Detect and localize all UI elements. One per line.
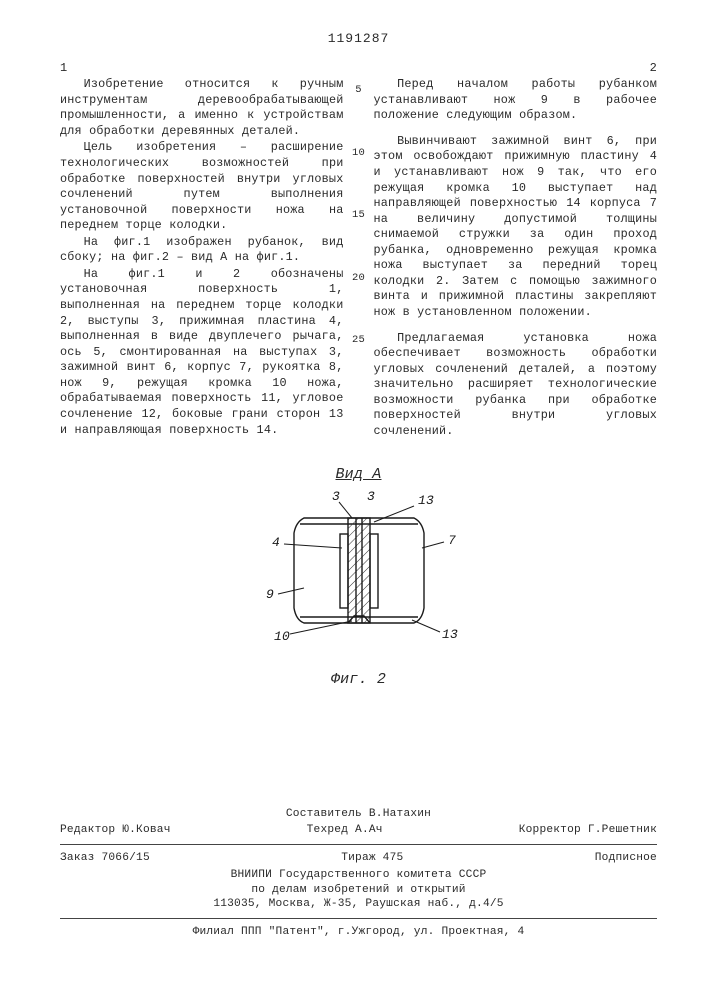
figure-svg: 3 13 4 7 9 10 3 13 <box>244 488 474 658</box>
editor: Редактор Ю.Ковач <box>60 823 171 838</box>
address-line: 113035, Москва, Ж-35, Раушская наб., д.4… <box>60 897 657 912</box>
text-columns: 1 2 5 10 15 20 25 Изобретение относится … <box>60 63 657 440</box>
paragraph: Изобретение относится к ручным инструмен… <box>60 77 344 139</box>
subscription: Подписное <box>595 851 657 866</box>
compiler-name: В.Натахин <box>369 808 431 820</box>
paragraph: Предлагаемая установка ножа обеспечивает… <box>374 331 658 440</box>
line-number: 25 <box>352 335 365 346</box>
divider <box>60 844 657 845</box>
callout-13: 13 <box>418 493 434 508</box>
line-number: 20 <box>352 273 365 284</box>
corrector: Корректор Г.Решетник <box>519 823 657 838</box>
column-numbers: 1 2 <box>60 61 657 77</box>
org-line-1: ВНИИПИ Государственного комитета СССР <box>60 868 657 883</box>
line-number: 10 <box>352 148 365 159</box>
paragraph: Цель изобретения – расширение технологич… <box>60 140 344 233</box>
callout-3: 3 <box>332 489 340 504</box>
tirazh: Тираж 475 <box>341 851 403 866</box>
figure-area: Вид А <box>60 465 657 690</box>
callout-7: 7 <box>448 533 456 548</box>
line-number-column: 5 10 15 20 25 <box>352 85 365 398</box>
techred: Техред А.Ач <box>307 823 383 838</box>
page: 1191287 1 2 5 10 15 20 25 Изобретение от… <box>0 0 707 1000</box>
paragraph: На фиг.1 и 2 обозначены установочная пов… <box>60 267 344 438</box>
paragraph: Вывинчивают зажимной винт 6, при этом ос… <box>374 134 658 321</box>
col-num-left: 1 <box>60 61 67 77</box>
callout-10: 10 <box>274 629 290 644</box>
paragraph: Перед началом работы рубанком устанавлив… <box>374 77 658 124</box>
callout-9: 9 <box>266 587 274 602</box>
right-column: Перед началом работы рубанком устанавлив… <box>374 77 658 440</box>
compiler-line: Составитель В.Натахин <box>60 807 657 822</box>
credits-row: Редактор Ю.Ковач Техред А.Ач Корректор Г… <box>60 823 657 838</box>
figure-caption: Фиг. 2 <box>60 670 657 690</box>
left-column: Изобретение относится к ручным инструмен… <box>60 77 344 440</box>
callout-13b: 13 <box>442 627 458 642</box>
patent-number: 1191287 <box>60 30 657 47</box>
paragraph: На фиг.1 изображен рубанок, вид сбоку; н… <box>60 235 344 266</box>
compiler-label: Составитель <box>286 808 362 820</box>
callout-3b: 3 <box>367 489 375 504</box>
order-number: Заказ 7066/15 <box>60 851 150 866</box>
col-num-right: 2 <box>650 61 657 77</box>
divider <box>60 918 657 919</box>
print-row: Заказ 7066/15 Тираж 475 Подписное <box>60 851 657 866</box>
org-line-2: по делам изобретений и открытий <box>60 883 657 898</box>
footer-block: Составитель В.Натахин Редактор Ю.Ковач Т… <box>60 807 657 940</box>
branch-line: Филиал ППП "Патент", г.Ужгород, ул. Прое… <box>60 925 657 940</box>
callout-4: 4 <box>272 535 280 550</box>
figure-view-label: Вид А <box>60 465 657 485</box>
line-number: 15 <box>352 210 365 221</box>
line-number: 5 <box>352 85 365 96</box>
